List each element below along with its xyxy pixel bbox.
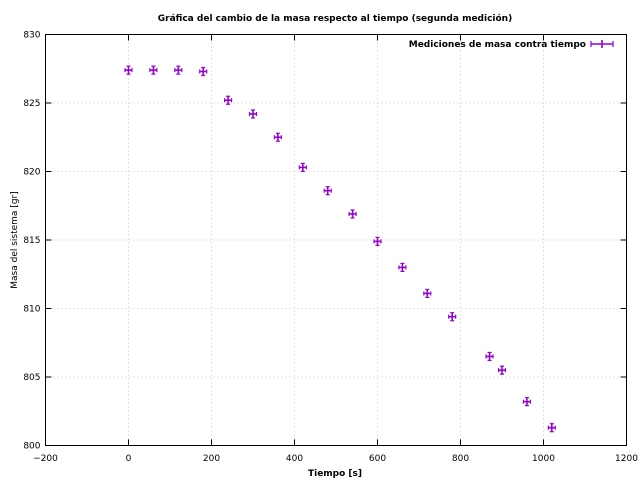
data-point <box>298 162 307 172</box>
data-point <box>248 109 258 119</box>
data-point <box>149 65 158 75</box>
data-point <box>124 65 133 75</box>
y-tick-label: 830 <box>23 31 40 41</box>
x-axis-label: Tiempo [s] <box>308 469 362 479</box>
grid-lines <box>45 34 627 446</box>
plot-frame <box>45 34 627 446</box>
data-point <box>348 209 357 219</box>
data-point <box>423 288 432 299</box>
data-point <box>398 262 407 272</box>
data-point <box>174 65 183 75</box>
legend-sample-marker <box>590 40 614 48</box>
data-point <box>522 397 532 407</box>
y-axis-label: Masa del sistema [gr] <box>10 191 20 288</box>
x-tick-label: 1200 <box>615 454 638 464</box>
x-tick-label: 600 <box>369 454 386 464</box>
x-tick-label: 400 <box>286 454 303 464</box>
x-tick-label: 200 <box>203 454 220 464</box>
y-tick-label: 810 <box>23 305 40 315</box>
data-point <box>497 365 507 375</box>
data-point <box>273 132 282 142</box>
y-tick-label: 800 <box>23 442 40 452</box>
x-tick-label: 800 <box>452 454 469 464</box>
data-point <box>448 312 457 322</box>
data-point <box>485 351 494 362</box>
data-point <box>199 66 208 77</box>
data-points <box>124 65 556 433</box>
y-tick-label: 825 <box>23 99 40 109</box>
y-tick-label: 820 <box>23 168 40 178</box>
data-point <box>323 186 332 196</box>
legend: Mediciones de masa contra tiempo <box>409 40 614 50</box>
x-tick-label: 1000 <box>532 454 555 464</box>
data-point <box>547 423 556 433</box>
x-tick-label: 0 <box>126 454 132 464</box>
data-point <box>224 95 233 105</box>
y-tick-label: 805 <box>23 373 40 383</box>
chart-title: Gráfica del cambio de la masa respecto a… <box>158 13 512 24</box>
legend-entry-label: Mediciones de masa contra tiempo <box>409 40 586 50</box>
x-tick-label: −200 <box>33 454 58 464</box>
data-point <box>373 236 382 246</box>
y-tick-label: 815 <box>23 236 40 246</box>
